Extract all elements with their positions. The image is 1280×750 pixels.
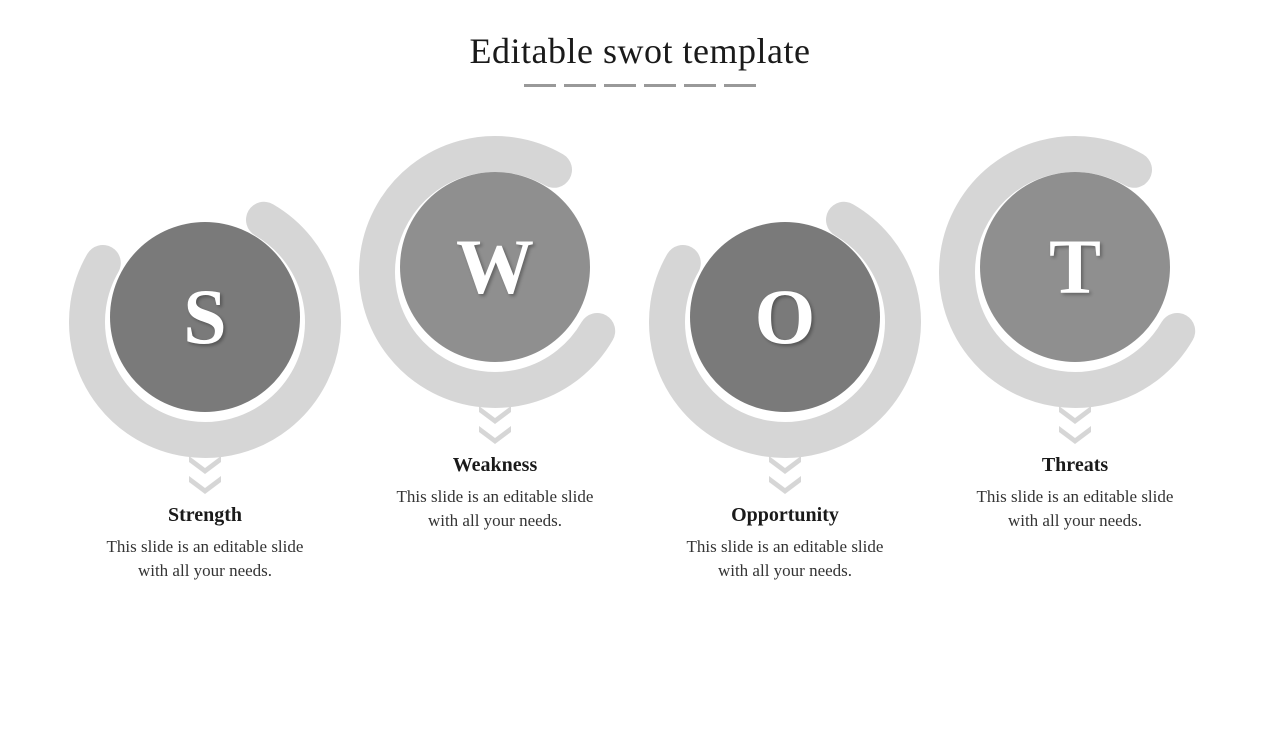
- item-desc: This slide is an editable slide with all…: [675, 535, 895, 583]
- dash: [724, 84, 756, 87]
- item-title: Weakness: [453, 454, 537, 477]
- item-title: Strength: [168, 504, 242, 527]
- circle-wrap: O: [645, 182, 925, 462]
- dash: [524, 84, 556, 87]
- chevron-icon: [767, 474, 803, 494]
- swot-item-strength: S Strength This slide is an editable sli…: [60, 182, 350, 583]
- item-title: Opportunity: [731, 504, 839, 527]
- circle-wrap: S: [65, 182, 345, 462]
- inner-circle: O: [690, 222, 880, 412]
- item-title: Threats: [1042, 454, 1108, 477]
- circle-wrap: W: [355, 132, 635, 412]
- page-title: Editable swot template: [0, 30, 1280, 72]
- circle-wrap: T: [935, 132, 1215, 412]
- swot-item-threats: T Threats This slide is an editable slid…: [930, 132, 1220, 533]
- dash: [604, 84, 636, 87]
- chevron-icon: [1057, 424, 1093, 444]
- item-desc: This slide is an editable slide with all…: [965, 485, 1185, 533]
- swot-container: S Strength This slide is an editable sli…: [0, 132, 1280, 583]
- dash: [644, 84, 676, 87]
- chevron-icon: [477, 424, 513, 444]
- swot-item-opportunity: O Opportunity This slide is an editable …: [640, 182, 930, 583]
- swot-letter: T: [1049, 222, 1101, 312]
- inner-circle: S: [110, 222, 300, 412]
- item-desc: This slide is an editable slide with all…: [385, 485, 605, 533]
- inner-circle: T: [980, 172, 1170, 362]
- dash: [684, 84, 716, 87]
- dash: [564, 84, 596, 87]
- title-dashes: [0, 84, 1280, 87]
- swot-letter: S: [183, 272, 226, 362]
- swot-letter: O: [755, 272, 816, 362]
- chevron-icon: [187, 474, 223, 494]
- swot-item-weakness: W Weakness This slide is an editable sli…: [350, 132, 640, 533]
- swot-letter: W: [456, 222, 534, 312]
- inner-circle: W: [400, 172, 590, 362]
- item-desc: This slide is an editable slide with all…: [95, 535, 315, 583]
